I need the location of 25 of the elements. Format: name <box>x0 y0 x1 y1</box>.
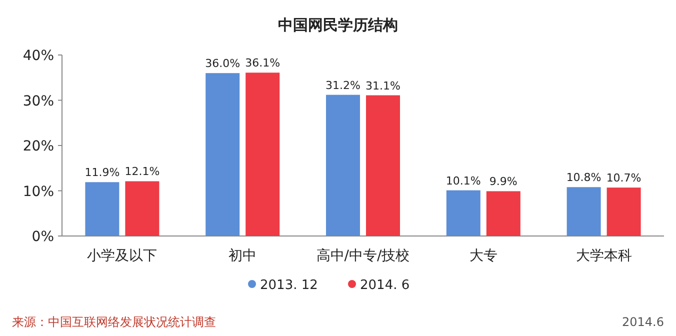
data-label: 10.1% <box>446 174 481 188</box>
annotation: 2014.6 <box>622 315 664 329</box>
data-label: 31.1% <box>366 79 400 92</box>
data-label: 10.8% <box>566 171 602 184</box>
y-tick-label: 0% <box>32 229 54 245</box>
data-label: 10.7% <box>606 172 642 185</box>
x-label: 初中 <box>228 248 257 264</box>
y-tick-label: 30% <box>22 93 54 110</box>
x-label: 高中/中专/技校 <box>316 248 410 264</box>
data-label: 36.0% <box>205 57 240 70</box>
y-tick-label: 40% <box>22 48 54 64</box>
y-tick-label: 20% <box>22 138 54 154</box>
x-label: 小学及以下 <box>87 248 158 264</box>
data-label: 36.1% <box>245 56 280 70</box>
x-label: 大学本科 <box>576 248 632 264</box>
y-tick-label: 10% <box>22 184 54 200</box>
legend-label: 2013. 12 <box>260 278 318 293</box>
title: 中国网民学历结构 <box>278 16 398 34</box>
x-label: 大专 <box>469 248 498 264</box>
data-label: 12.1% <box>124 165 160 178</box>
data-label: 9.9% <box>489 175 518 188</box>
annotation: 来源：中国互联网络发展状况统计调查 <box>12 315 216 329</box>
data-label: 11.9% <box>84 166 120 180</box>
data-label: 31.2% <box>326 78 360 92</box>
legend-label: 2014. 6 <box>360 278 410 293</box>
